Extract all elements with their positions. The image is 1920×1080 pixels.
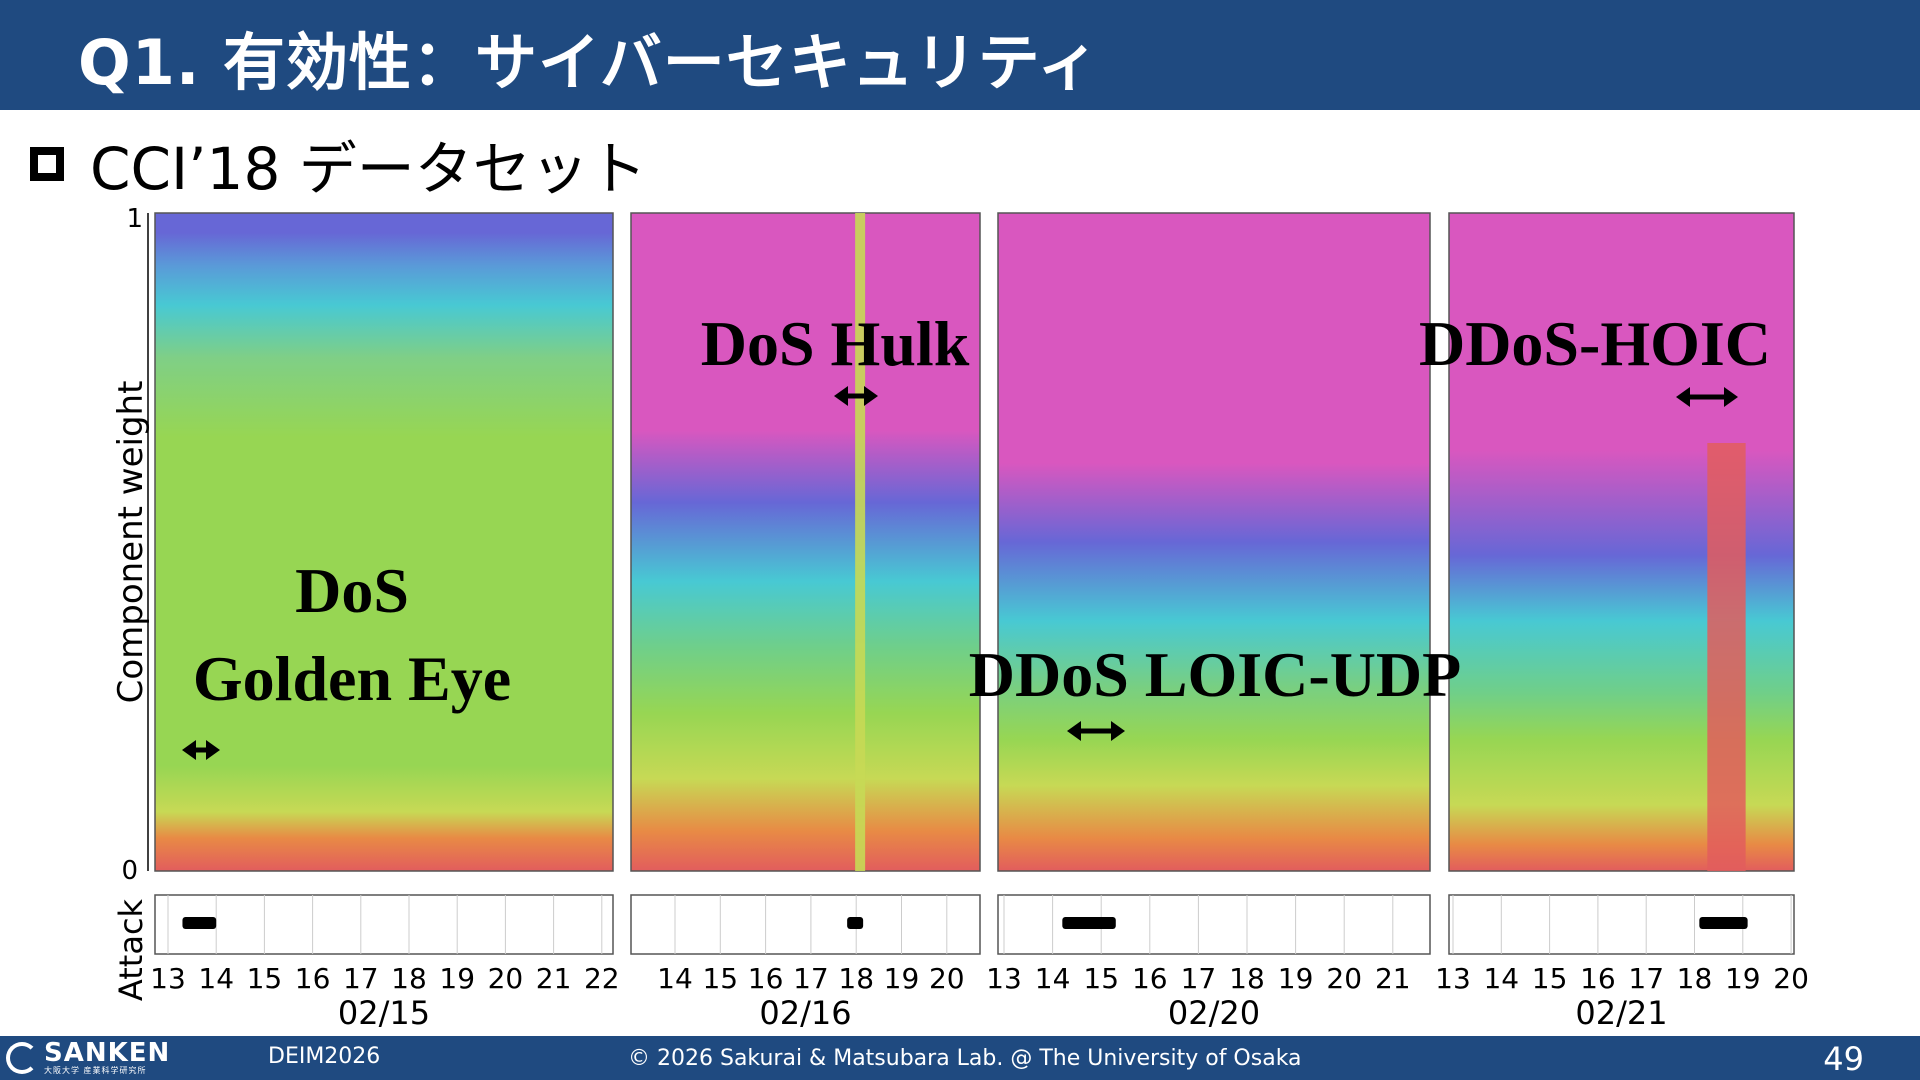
x-tick-label: 19 <box>884 962 920 995</box>
x-tick-label: 21 <box>1375 962 1411 995</box>
x-tick-label: 13 <box>150 962 186 995</box>
bullet-square-icon <box>30 147 64 181</box>
x-tick-label: 15 <box>1083 962 1119 995</box>
copyright-text: © 2026 Sakurai & Matsubara Lab. @ The Un… <box>628 1046 1302 1071</box>
area-panel-02/15 <box>154 212 614 872</box>
x-tick-label: 18 <box>1229 962 1265 995</box>
arrow-head-icon <box>1676 387 1690 407</box>
x-tick-label: 14 <box>198 962 234 995</box>
arrow-head-icon <box>182 740 196 760</box>
area-panel-02/16 <box>630 212 981 872</box>
x-tick-label: 16 <box>1132 962 1168 995</box>
x-tick-label: 13 <box>986 962 1022 995</box>
sanken-logo: SANKEN 大阪大学 産業科学研究所 <box>6 1040 170 1076</box>
attack-annotation: DDoS LOIC-UDP <box>969 639 1461 710</box>
x-tick-label: 14 <box>1483 962 1519 995</box>
attack-strip-02/16 <box>630 894 981 955</box>
logo-text: SANKEN <box>44 1038 171 1068</box>
arrow-head-icon <box>864 386 878 406</box>
slide-footer: SANKEN 大阪大学 産業科学研究所 DEIM2026 © 2026 Saku… <box>0 1036 1920 1080</box>
y-tick-label-0: 0 <box>121 856 138 886</box>
bullet-item: CCI’18 データセット <box>30 128 647 203</box>
x-tick-label: 16 <box>748 962 784 995</box>
x-tick-label: 15 <box>247 962 283 995</box>
x-tick-label: 17 <box>1181 962 1217 995</box>
x-tick-label: 17 <box>343 962 379 995</box>
x-tick-label: 14 <box>657 962 693 995</box>
attack-marker-02/16 <box>847 917 864 929</box>
arrow-head-icon <box>1111 721 1125 741</box>
x-tick-label: 20 <box>1326 962 1362 995</box>
arrow-head-icon <box>206 740 220 760</box>
attack-band-02/16 <box>855 213 866 871</box>
x-tick-label: 22 <box>584 962 620 995</box>
attack-marker-02/15 <box>182 917 217 929</box>
x-tick-label: 15 <box>1532 962 1568 995</box>
y-axis-label: Component weight <box>111 381 151 704</box>
x-tick-label: 17 <box>1628 962 1664 995</box>
x-tick-label: 19 <box>1278 962 1314 995</box>
bullet-text: CCI’18 データセット <box>90 135 647 203</box>
attack-marker-02/21 <box>1699 917 1748 929</box>
x-tick-label: 16 <box>295 962 331 995</box>
x-tick-label: 17 <box>793 962 829 995</box>
conference-name: DEIM2026 <box>268 1044 381 1069</box>
sanken-logo-icon <box>6 1042 38 1074</box>
date-label-02/15: 02/15 <box>338 994 430 1032</box>
x-tick-label: 13 <box>1435 962 1471 995</box>
x-tick-label: 18 <box>838 962 874 995</box>
attack-annotation: DDoS-HOIC <box>1419 308 1771 379</box>
y-tick-label-1: 1 <box>126 204 143 234</box>
x-tick-label: 20 <box>1773 962 1809 995</box>
attack-annotation: DoS <box>295 555 409 626</box>
area-panel-02/20 <box>997 212 1431 872</box>
x-tick-label: 19 <box>439 962 475 995</box>
slide-header: Q1. 有効性：サイバーセキュリティ <box>0 0 1920 110</box>
arrow-head-icon <box>1067 721 1081 741</box>
attack-band-02/21 <box>1707 443 1746 871</box>
x-tick-label: 20 <box>929 962 965 995</box>
logo-subtext: 大阪大学 産業科学研究所 <box>44 1066 147 1075</box>
x-tick-label: 15 <box>702 962 738 995</box>
x-tick-label: 18 <box>1677 962 1713 995</box>
x-tick-label: 21 <box>536 962 572 995</box>
x-tick-label: 14 <box>1035 962 1071 995</box>
x-tick-label: 18 <box>391 962 427 995</box>
attack-annotation: Golden Eye <box>193 643 511 714</box>
x-tick-label: 19 <box>1725 962 1761 995</box>
attack-axis-label: Attack <box>112 898 150 1001</box>
date-label-02/20: 02/20 <box>1168 994 1260 1032</box>
slide-title: Q1. 有効性：サイバーセキュリティ <box>78 26 1101 99</box>
x-tick-label: 20 <box>488 962 524 995</box>
attack-annotation: DoS Hulk <box>701 308 970 379</box>
arrow-head-icon <box>1724 387 1738 407</box>
attack-marker-02/20 <box>1062 917 1116 929</box>
page-number: 49 <box>1823 1040 1864 1078</box>
attack-strip-02/15 <box>154 894 614 955</box>
date-label-02/21: 02/21 <box>1575 994 1667 1032</box>
arrow-head-icon <box>834 386 848 406</box>
x-tick-label: 16 <box>1580 962 1616 995</box>
date-label-02/16: 02/16 <box>759 994 851 1032</box>
